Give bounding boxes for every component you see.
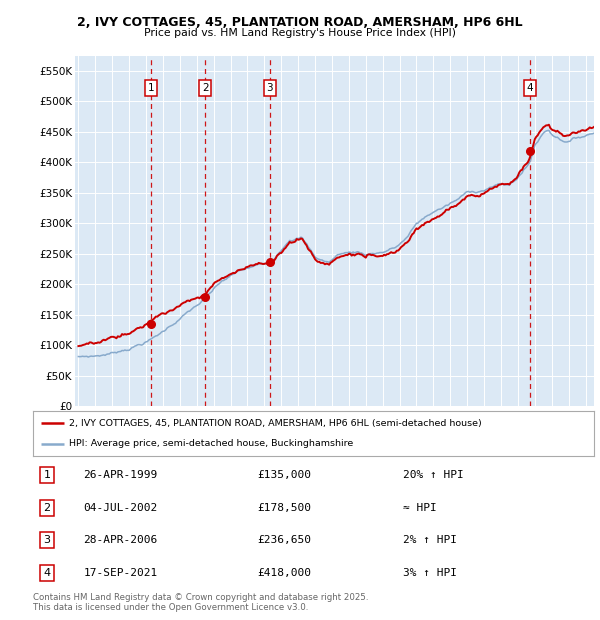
Text: 2: 2 [202,83,208,93]
Text: 20% ↑ HPI: 20% ↑ HPI [403,470,464,480]
Text: 3: 3 [266,83,273,93]
Text: 17-SEP-2021: 17-SEP-2021 [83,568,158,578]
Text: 4: 4 [43,568,50,578]
Text: £178,500: £178,500 [257,503,311,513]
Text: 2: 2 [43,503,50,513]
Text: ≈ HPI: ≈ HPI [403,503,437,513]
Text: 26-APR-1999: 26-APR-1999 [83,470,158,480]
Text: This data is licensed under the Open Government Licence v3.0.: This data is licensed under the Open Gov… [33,603,308,612]
Text: 2% ↑ HPI: 2% ↑ HPI [403,535,457,545]
Text: Price paid vs. HM Land Registry's House Price Index (HPI): Price paid vs. HM Land Registry's House … [144,28,456,38]
Text: 2, IVY COTTAGES, 45, PLANTATION ROAD, AMERSHAM, HP6 6HL: 2, IVY COTTAGES, 45, PLANTATION ROAD, AM… [77,16,523,29]
Text: 3% ↑ HPI: 3% ↑ HPI [403,568,457,578]
Text: 04-JUL-2002: 04-JUL-2002 [83,503,158,513]
Text: HPI: Average price, semi-detached house, Buckinghamshire: HPI: Average price, semi-detached house,… [70,439,354,448]
Text: 1: 1 [148,83,155,93]
Text: £236,650: £236,650 [257,535,311,545]
Text: £418,000: £418,000 [257,568,311,578]
Text: 28-APR-2006: 28-APR-2006 [83,535,158,545]
Text: 1: 1 [44,470,50,480]
Text: 4: 4 [527,83,533,93]
Text: £135,000: £135,000 [257,470,311,480]
Text: Contains HM Land Registry data © Crown copyright and database right 2025.: Contains HM Land Registry data © Crown c… [33,593,368,602]
Text: 3: 3 [44,535,50,545]
Text: 2, IVY COTTAGES, 45, PLANTATION ROAD, AMERSHAM, HP6 6HL (semi-detached house): 2, IVY COTTAGES, 45, PLANTATION ROAD, AM… [70,418,482,428]
